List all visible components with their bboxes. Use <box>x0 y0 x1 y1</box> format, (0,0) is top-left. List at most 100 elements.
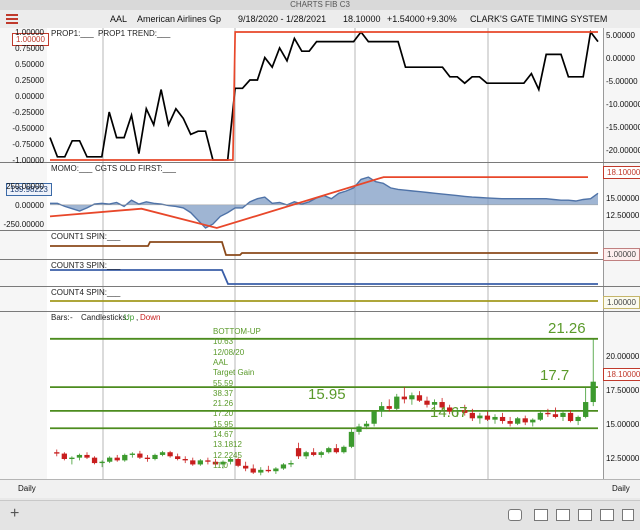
price-badge: 18.10000 <box>603 368 640 381</box>
candle-body <box>182 459 188 461</box>
candle-body <box>341 446 347 453</box>
momo-trend-line <box>49 176 588 229</box>
annotation-line: BOTTOM-UP <box>213 327 261 336</box>
candle-body <box>439 402 445 408</box>
momo-subtitle: CGTS OLD FIRST:___ <box>95 164 176 173</box>
candle-body <box>409 395 415 400</box>
panel-divider[interactable] <box>0 286 640 287</box>
candle-body <box>386 406 392 409</box>
annotation-line: 21.26 <box>213 399 234 409</box>
candle-body <box>190 460 196 465</box>
candle-body <box>537 412 543 420</box>
header-price: 18.10000 <box>343 14 381 24</box>
candle-body <box>69 457 75 460</box>
candle-body <box>91 457 98 464</box>
prop1-left-tick: 1.00000 <box>15 28 44 37</box>
count1-badge: 1.00000 <box>603 248 640 261</box>
status-bar: Daily Daily <box>0 479 640 498</box>
annotation-line: 55.59 <box>213 378 234 388</box>
candle-body <box>530 419 536 423</box>
header-company: American Airlines Gp <box>137 14 222 24</box>
candle-body <box>144 457 151 460</box>
candle-body <box>137 453 143 458</box>
candle-body <box>220 461 226 465</box>
candle-body <box>129 453 135 455</box>
header-bar: AAL American Airlines Gp 9/18/2020 - 1/2… <box>0 10 640 29</box>
prop1-left-tick: -1.00000 <box>12 156 44 165</box>
bottom-toolbar: + <box>0 500 640 530</box>
candle-body <box>515 418 521 424</box>
bar-chart-icon[interactable] <box>556 509 570 521</box>
header-range: 9/18/2020 - 1/28/2021 <box>238 14 327 24</box>
prop1-line <box>49 29 599 161</box>
candle-body <box>371 411 377 424</box>
fib-label-17: 17.7 <box>540 367 570 384</box>
candle-body <box>273 468 279 472</box>
candle-body <box>61 453 67 460</box>
candle-body <box>401 396 407 400</box>
panel-divider[interactable] <box>0 259 640 260</box>
candle-body <box>280 464 287 469</box>
momo-badge-left: 139.98223 <box>6 183 52 196</box>
momo-right-tick: 12.50000 <box>606 211 640 220</box>
candle-body <box>258 469 264 473</box>
panel-layout-icon[interactable] <box>578 509 592 521</box>
prop1-left-tick: 0.25000 <box>15 76 44 85</box>
momo-left-tick: 250.00000 <box>6 181 44 191</box>
candle-body <box>152 454 158 460</box>
candle-body <box>99 461 105 464</box>
fib-label-14: 14.67 <box>430 404 468 421</box>
count1-line <box>50 241 598 256</box>
prop1-right-tick: -10.00000 <box>606 100 640 110</box>
collapse-icon[interactable] <box>508 509 522 521</box>
candle-body <box>197 460 203 465</box>
interval-right[interactable]: Daily <box>612 484 630 493</box>
prop1-trend-line <box>50 31 598 161</box>
candle-body <box>122 454 128 461</box>
price-right-tick: 15.00000 <box>606 419 640 429</box>
prop1-right-tick: 5.00000 <box>606 31 635 41</box>
candle-body <box>492 416 498 420</box>
candle-body <box>84 454 90 458</box>
share-icon[interactable] <box>622 509 634 521</box>
candle-body <box>205 460 211 462</box>
hamburger-menu-icon[interactable] <box>6 14 18 24</box>
candle-body <box>477 415 483 419</box>
annotation-line: 14.67 <box>213 430 234 439</box>
prop1-left-tick: 0.00000 <box>15 92 44 101</box>
candle-body <box>212 461 219 465</box>
add-button[interactable]: + <box>10 505 20 522</box>
legend-up: Up <box>124 313 135 322</box>
prop1-right-tick: -20.00000 <box>606 146 640 156</box>
candle-body <box>76 454 83 458</box>
interval-left[interactable]: Daily <box>18 484 36 493</box>
candle-body <box>265 469 271 472</box>
count4-title: COUNT4 SPIN:___ <box>51 288 121 297</box>
momo-area <box>50 177 598 228</box>
panel-divider[interactable] <box>0 311 640 312</box>
panel-divider[interactable] <box>0 230 640 231</box>
count3-line <box>50 269 598 285</box>
candle-body <box>567 412 574 422</box>
annotation-line: 10.63 <box>213 337 234 347</box>
prop1-right-tick: 0.00000 <box>606 54 635 64</box>
candle-body <box>499 416 506 422</box>
candle-body <box>250 468 256 473</box>
candle-body <box>552 414 559 417</box>
candle-body <box>454 410 460 412</box>
settings-icon[interactable] <box>600 509 614 521</box>
candle-body <box>560 412 566 417</box>
header-symbol: AAL <box>110 14 128 24</box>
annotation-line: 12.2245 <box>213 450 242 460</box>
prop1-left-tick: 0.50000 <box>15 60 44 69</box>
momo-title: MOMO:___ <box>51 164 93 173</box>
panel-divider[interactable] <box>0 162 640 163</box>
window-title: CHARTS FIB C3 <box>0 0 640 10</box>
line-chart-icon[interactable] <box>534 509 548 521</box>
prop1-left-tick: -0.75000 <box>12 140 44 149</box>
annotation-line: Target Gain <box>213 368 255 378</box>
candle-body <box>507 421 513 424</box>
header-system: CLARK'S GATE TIMING SYSTEM <box>470 14 608 24</box>
candle-body <box>379 406 385 412</box>
candle-body <box>575 416 581 422</box>
